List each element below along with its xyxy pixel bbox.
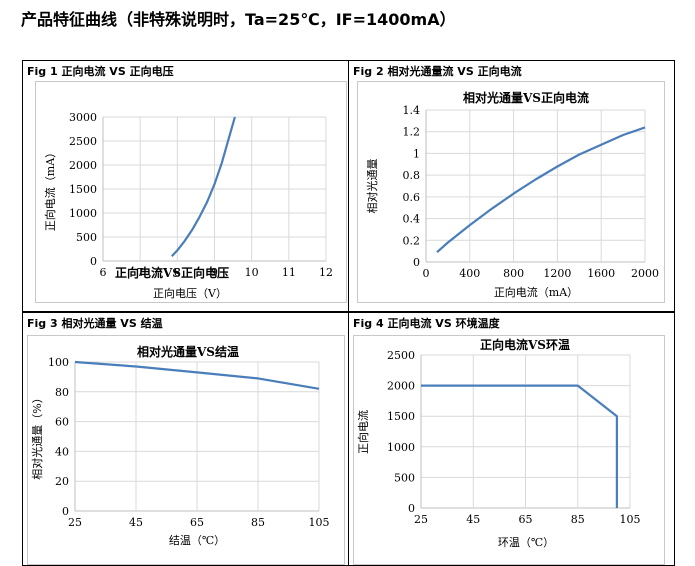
panel-fig1-title: Fig 1 正向电流 VS 正向电压 [27,65,174,78]
x-tick-label: 45 [466,513,480,526]
series-line [171,116,236,257]
y-tick-label: 1.2 [403,126,421,139]
y-tick-label: 100 [48,356,69,369]
y-tick-label: 1000 [387,441,415,454]
y-tick-label: 40 [55,445,69,458]
x-tick-label: 25 [414,513,428,526]
y-tick-label: 1500 [387,410,415,423]
chart-frame-fig3: 0 20 40 60 80 100 25 45 65 85 105 相对光通量VS结温结温（℃） 相对光… [27,335,345,565]
chart-title: 正向电流VS正向电压 [115,265,229,280]
y-tick-label: 80 [55,386,69,399]
y-axis-label: 正向电流 [356,410,370,454]
y-axis-label: 正向电流（mA） [43,147,57,231]
y-tick-label: 1.4 [403,104,421,117]
y-tick-label: 0.4 [403,213,421,226]
y-tick-label: 0.2 [403,234,421,247]
chart-frame-fig4: 0 500 1000 1500 2000 2500 25 45 65 85 105 正向电流VS环温环… [353,335,665,565]
panel-fig3-title: Fig 3 相对光通量 VS 结温 [27,317,163,330]
series-line [74,360,320,390]
chart-frame-fig1: 0 500 1000 1500 2000 2500 3000 6 7 8 9 10 11 12 正向电流VS… [35,81,347,303]
chart-title: 正向电流VS环温 [480,337,570,352]
x-tick-label: 45 [129,516,143,529]
series-line [436,126,646,254]
x-axis-label: 正向电流（mA） [494,285,578,299]
x-tick-label: 12 [319,266,333,279]
x-tick-label: 65 [519,513,533,526]
y-tick-label: 2500 [69,135,97,148]
panel-fig3: Fig 3 相对光通量 VS 结温 0 20 40 60 80 100 25 45 65 85 10… [22,312,349,566]
x-tick-label: 2000 [631,267,659,280]
y-tick-label: 1 [413,147,420,160]
y-tick-label: 500 [394,471,415,484]
y-tick-label: 0.8 [403,169,421,182]
panel-fig2-title: Fig 2 相对光通量流 VS 正向电流 [353,65,522,78]
y-tick-label: 1500 [69,183,97,196]
x-tick-label: 85 [251,516,265,529]
panel-fig4-title: Fig 4 正向电流 VS 环境温度 [353,317,500,330]
chart-title: 相对光通量VS正向电流 [463,90,589,105]
y-tick-label: 3000 [69,111,97,124]
y-tick-label: 0 [62,505,69,518]
y-axis-label: 相对光通量 [365,159,379,214]
y-tick-label: 60 [55,416,69,429]
chart-title: 相对光通量VS结温 [137,344,239,359]
x-tick-label: 1200 [543,267,571,280]
page-heading: 产品特征曲线（非特殊说明时，Ta=25℃，IF=1400mA） [21,10,456,29]
x-tick-label: 65 [190,516,204,529]
x-axis-label: 正向电压（V） [153,286,227,300]
x-tick-label: 105 [620,513,641,526]
y-tick-label: 500 [76,231,97,244]
x-tick-label: 800 [503,267,524,280]
x-tick-label: 9 [211,266,218,279]
x-tick-label: 8 [174,266,181,279]
y-tick-label: 20 [55,475,69,488]
chart-frame-fig2: 0 0.2 0.4 0.6 0.8 1 1.2 1.4 0 400 800 1200 1600 2000 相… [357,81,665,303]
y-tick-label: 2000 [69,159,97,172]
y-tick-label: 2500 [387,349,415,362]
y-tick-label: 2000 [387,380,415,393]
x-tick-label: 0 [423,267,430,280]
x-tick-label: 6 [100,266,107,279]
panel-fig4: Fig 4 正向电流 VS 环境温度 0 500 1000 1500 2000 2500 2… [348,312,675,566]
panel-fig2: Fig 2 相对光通量流 VS 正向电流 0 0.2 0.4 0.6 0.8 1 1.2 1.… [348,60,675,312]
x-tick-label: 85 [571,513,585,526]
x-tick-label: 1600 [587,267,615,280]
y-tick-label: 0 [413,256,420,269]
chart-fig1: 0 500 1000 1500 2000 2500 3000 6 7 8 9 10 11 12 正向电流VS… [43,111,333,300]
y-tick-label: 0 [408,502,415,515]
x-tick-label: 11 [282,266,296,279]
y-tick-label: 0.6 [403,191,421,204]
x-tick-label: 25 [68,516,82,529]
x-axis-label: 结温（℃） [169,534,225,547]
y-tick-label: 1000 [69,207,97,220]
x-tick-label: 10 [245,266,259,279]
y-axis-label: 相对光通量（%） [30,392,44,479]
x-axis-label: 环温（℃） [498,536,554,549]
series-line [421,384,618,508]
y-tick-label: 0 [90,255,97,268]
x-tick-label: 7 [137,266,144,279]
x-tick-label: 400 [459,267,480,280]
panel-fig1: Fig 1 正向电流 VS 正向电压 0 500 1000 1500 2000 2500 3… [22,60,349,312]
chart-fig2: 0 0.2 0.4 0.6 0.8 1 1.2 1.4 0 400 800 1200 1600 2000 相… [365,90,659,299]
chart-fig4: 0 500 1000 1500 2000 2500 25 45 65 85 105 正向电流VS环温环… [356,337,641,549]
x-tick-label: 105 [309,516,330,529]
